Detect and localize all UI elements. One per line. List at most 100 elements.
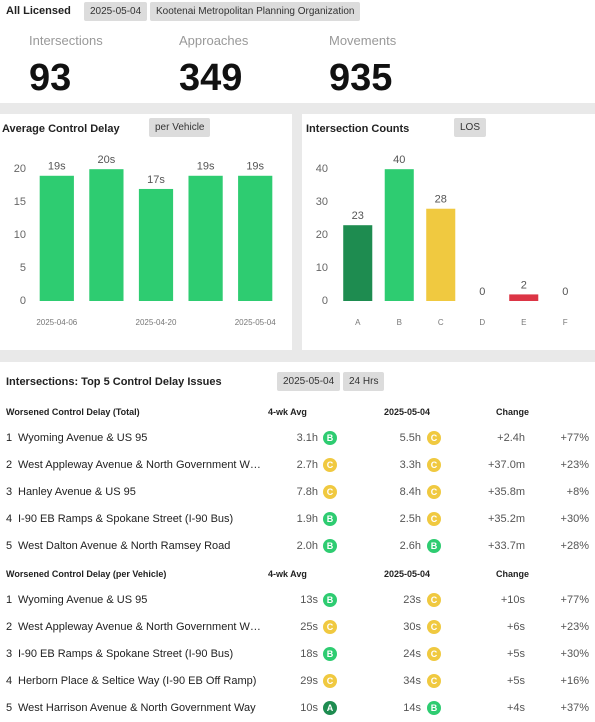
grade: C (427, 620, 441, 634)
avg-delay: 25s (300, 621, 318, 633)
change: +5s (506, 675, 525, 687)
intersection-name[interactable]: I-90 EB Ramps & Spokane Street (I-90 Bus… (18, 648, 234, 660)
date-badge: 2025-05-04 (84, 2, 148, 21)
current-delay: 30s (403, 621, 421, 633)
intersection-name[interactable]: Herborn Place & Seltice Way (I-90 EB Off… (18, 675, 257, 687)
avg-delay: 10s (300, 702, 318, 714)
change-percent: +16% (560, 675, 589, 687)
column-header: 4-wk Avg (268, 569, 307, 579)
change-percent: +28% (560, 540, 589, 552)
rank: 2 (6, 621, 13, 633)
change-percent: +30% (560, 648, 589, 660)
avg-delay: 13s (300, 594, 318, 606)
grade: B (427, 701, 441, 715)
change: +6s (506, 621, 525, 633)
intersection-name[interactable]: West Appleway Avenue & North Government … (18, 459, 261, 471)
current-delay: 2.6h (399, 540, 421, 552)
column-header: 2025-05-04 (384, 407, 431, 417)
grade: B (427, 539, 441, 553)
change-percent: +8% (566, 486, 589, 498)
rank: 3 (6, 648, 13, 660)
table-date-badge[interactable]: 2025-05-04 (277, 372, 341, 391)
grade: C (427, 512, 441, 526)
intersection-name[interactable]: West Appleway Avenue & North Government … (18, 621, 261, 633)
chart-panel (0, 114, 292, 350)
intersection-name[interactable]: West Dalton Avenue & North Ramsey Road (18, 540, 231, 552)
change: +37.0m (488, 459, 525, 471)
change-percent: +77% (560, 432, 589, 444)
avg-delay: 29s (300, 675, 318, 687)
rank: 1 (6, 432, 13, 444)
change-percent: +23% (560, 621, 589, 633)
change: +2.4h (497, 432, 525, 444)
rank: 4 (6, 675, 13, 687)
rank: 3 (6, 486, 13, 498)
grade: B (323, 539, 337, 553)
page-title: All Licensed (6, 5, 71, 17)
avg-delay: 7.8h (296, 486, 318, 498)
change: +5s (506, 648, 525, 660)
grade: B (323, 593, 337, 607)
kpi-label: Movements (329, 33, 397, 48)
current-delay: 23s (403, 594, 421, 606)
table-period-badge[interactable]: 24 Hrs (343, 372, 385, 391)
change-percent: +23% (560, 459, 589, 471)
change: +35.8m (488, 486, 525, 498)
kpi-value: 935 (329, 57, 393, 99)
grade: C (427, 431, 441, 445)
kpi-value: 93 (29, 57, 72, 99)
current-delay: 5.5h (399, 432, 421, 444)
intersection-name[interactable]: Wyoming Avenue & US 95 (18, 432, 148, 444)
intersection-name[interactable]: West Harrison Avenue & North Government … (18, 702, 256, 714)
rank: 1 (6, 594, 13, 606)
chart-panel (302, 114, 595, 350)
avg-delay: 18s (300, 648, 318, 660)
intersection-name[interactable]: Hanley Avenue & US 95 (18, 486, 136, 498)
section-heading: Worsened Control Delay (per Vehicle) (6, 569, 167, 579)
current-delay: 2.5h (399, 513, 421, 525)
current-delay: 8.4h (399, 486, 421, 498)
avg-delay: 3.1h (296, 432, 318, 444)
section-heading: Worsened Control Delay (Total) (6, 407, 140, 417)
chart-title: Intersection Counts (306, 123, 410, 135)
grade: C (427, 674, 441, 688)
grade: C (427, 485, 441, 499)
kpi-label: Approaches (179, 33, 249, 48)
grade: C (427, 458, 441, 472)
change-percent: +37% (560, 702, 589, 714)
column-header: 4-wk Avg (268, 407, 307, 417)
org-badge: Kootenai Metropolitan Planning Organizat… (150, 2, 361, 21)
chart-toggle[interactable]: LOS (454, 118, 487, 137)
table-panel (0, 362, 595, 722)
grade: B (323, 647, 337, 661)
grade: C (323, 674, 337, 688)
intersection-name[interactable]: Wyoming Avenue & US 95 (18, 594, 148, 606)
change-percent: +30% (560, 513, 589, 525)
current-delay: 3.3h (399, 459, 421, 471)
change: +4s (506, 702, 525, 714)
grade: C (323, 620, 337, 634)
rank: 5 (6, 540, 13, 552)
change: +10s (500, 594, 525, 606)
current-delay: 14s (403, 702, 421, 714)
column-header: Change (496, 407, 530, 417)
current-delay: 24s (403, 648, 421, 660)
avg-delay: 2.7h (296, 459, 318, 471)
avg-delay: 2.0h (296, 540, 318, 552)
chart-toggle[interactable]: per Vehicle (149, 118, 211, 137)
rank: 2 (6, 459, 13, 471)
avg-delay: 1.9h (296, 513, 318, 525)
grade: C (323, 458, 337, 472)
chart-title: Average Control Delay (2, 123, 120, 135)
grade: C (427, 593, 441, 607)
intersection-name[interactable]: I-90 EB Ramps & Spokane Street (I-90 Bus… (18, 513, 234, 525)
change-percent: +77% (560, 594, 589, 606)
grade: A (323, 701, 337, 715)
rank: 5 (6, 702, 13, 714)
grade: C (323, 485, 337, 499)
column-header: Change (496, 569, 530, 579)
kpi-value: 349 (179, 57, 243, 99)
change: +35.2m (488, 513, 525, 525)
current-delay: 34s (403, 675, 421, 687)
